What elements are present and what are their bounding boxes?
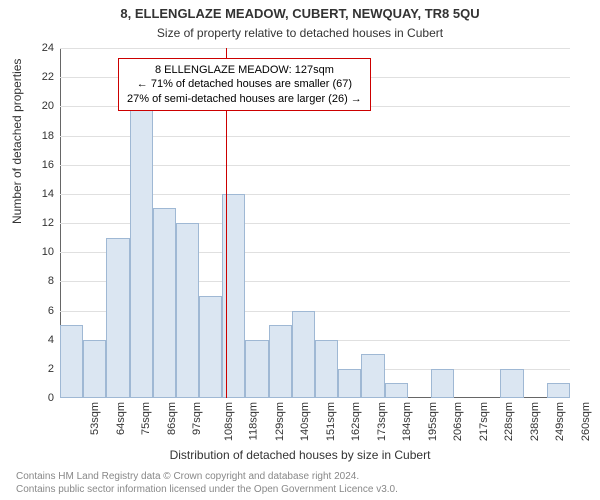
footer-line1: Contains HM Land Registry data © Crown c… [16, 471, 398, 484]
chart-container: 8, ELLENGLAZE MEADOW, CUBERT, NEWQUAY, T… [0, 0, 600, 500]
x-axis-label: Distribution of detached houses by size … [0, 448, 600, 462]
footer-line2: Contains public sector information licen… [16, 484, 398, 497]
y-tick-label: 4 [14, 334, 54, 346]
y-tick-label: 16 [14, 159, 54, 171]
x-tick-label: 140sqm [299, 402, 311, 441]
x-tick-label: 75sqm [140, 402, 152, 435]
y-tick-label: 6 [14, 305, 54, 317]
y-tick-label: 18 [14, 130, 54, 142]
histogram-bar [338, 369, 361, 398]
x-tick-label: 64sqm [115, 402, 127, 435]
y-tick-label: 0 [14, 392, 54, 404]
y-tick-label: 10 [14, 246, 54, 258]
chart-subtitle: Size of property relative to detached ho… [0, 26, 600, 40]
x-tick-label: 184sqm [401, 402, 413, 441]
x-tick-label: 173sqm [376, 402, 388, 441]
annotation-line1: 8 ELLENGLAZE MEADOW: 127sqm [127, 63, 362, 77]
x-tick-label: 260sqm [580, 402, 592, 441]
annotation-box: 8 ELLENGLAZE MEADOW: 127sqm ← 71% of det… [118, 58, 371, 111]
histogram-bar [153, 208, 176, 398]
x-tick-label: 238sqm [529, 402, 541, 441]
histogram-bar [385, 383, 408, 398]
histogram-bar [130, 106, 153, 398]
x-tick-label: 108sqm [223, 402, 235, 441]
histogram-bar [106, 238, 129, 398]
annotation-line3: 27% of semi-detached houses are larger (… [127, 92, 362, 106]
x-tick-label: 249sqm [554, 402, 566, 441]
y-tick-label: 14 [14, 188, 54, 200]
histogram-bar [199, 296, 222, 398]
x-tick-label: 151sqm [325, 402, 337, 441]
chart-title: 8, ELLENGLAZE MEADOW, CUBERT, NEWQUAY, T… [0, 6, 600, 21]
histogram-bar [292, 311, 315, 399]
histogram-bar [500, 369, 523, 398]
histogram-bar [176, 223, 199, 398]
histogram-bar [269, 325, 292, 398]
histogram-bar [245, 340, 268, 398]
histogram-bar [315, 340, 338, 398]
histogram-bar [83, 340, 106, 398]
x-tick-label: 118sqm [247, 402, 259, 440]
grid-line [60, 48, 570, 49]
y-tick-label: 12 [14, 217, 54, 229]
x-tick-label: 195sqm [427, 402, 439, 441]
histogram-bar [361, 354, 384, 398]
x-tick-label: 97sqm [191, 402, 203, 435]
x-tick-label: 206sqm [452, 402, 464, 441]
x-tick-label: 217sqm [478, 402, 490, 441]
y-tick-label: 8 [14, 275, 54, 287]
histogram-bar [431, 369, 454, 398]
histogram-bar [547, 383, 570, 398]
x-tick-label: 86sqm [166, 402, 178, 435]
y-tick-label: 2 [14, 363, 54, 375]
histogram-bar [60, 325, 83, 398]
y-tick-label: 24 [14, 42, 54, 54]
x-tick-label: 129sqm [274, 402, 286, 441]
y-tick-label: 20 [14, 100, 54, 112]
y-tick-label: 22 [14, 71, 54, 83]
x-tick-label: 53sqm [89, 402, 101, 435]
annotation-line2: ← 71% of detached houses are smaller (67… [127, 77, 362, 91]
x-tick-label: 162sqm [350, 402, 362, 441]
footer: Contains HM Land Registry data © Crown c… [16, 471, 398, 496]
x-tick-label: 228sqm [503, 402, 515, 441]
